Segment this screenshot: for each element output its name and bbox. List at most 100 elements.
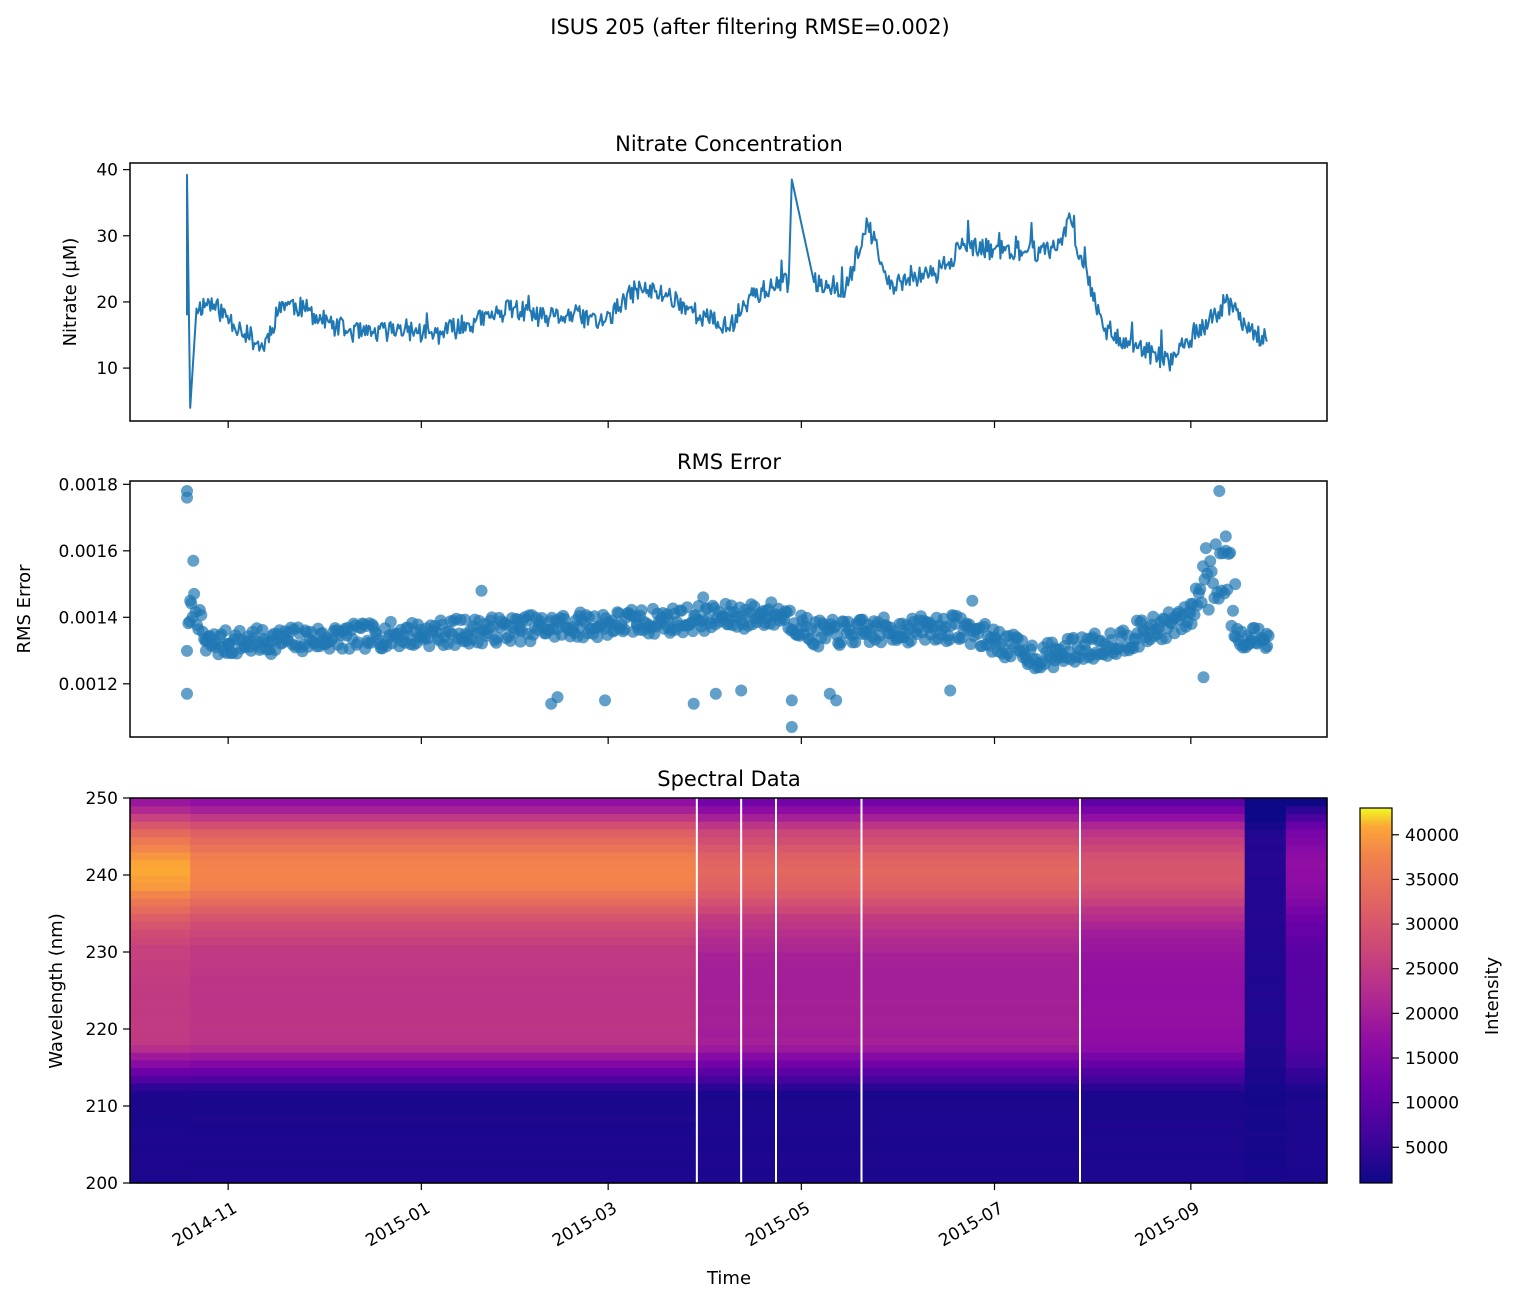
heatmap-cell xyxy=(190,1144,698,1153)
rms-point xyxy=(1261,640,1274,653)
heatmap-cell xyxy=(190,805,698,814)
rms-panel: RMS Error 0.0012 0.0014 0.0016 0.0018 RMS E… xyxy=(14,450,1328,744)
rms-point xyxy=(551,691,564,704)
heatmap-cell xyxy=(1080,890,1246,899)
heatmap-cell xyxy=(1244,1052,1287,1061)
rms-point xyxy=(944,684,957,697)
heatmap-cell xyxy=(696,1098,1081,1107)
heatmap-cell xyxy=(130,913,191,922)
rms-point xyxy=(662,621,675,634)
heatmap-cell xyxy=(1285,1067,1328,1076)
heatmap-cell xyxy=(190,875,698,884)
heatmap-cell xyxy=(1285,875,1328,884)
rms-point xyxy=(922,621,934,634)
heatmap-cell xyxy=(1285,1052,1328,1061)
rms-point xyxy=(1213,485,1226,497)
heatmap-cell xyxy=(696,1090,1081,1099)
nitrate-y-tick-label: 20 xyxy=(96,293,118,313)
heatmap-cell xyxy=(130,898,191,907)
spectral-x-tick-label: 2015-05 xyxy=(742,1198,814,1251)
heatmap-cell xyxy=(1244,813,1287,822)
heatmap-cell xyxy=(1244,1113,1287,1122)
heatmap-cell xyxy=(696,936,1081,945)
rms-point xyxy=(1004,650,1017,663)
heatmap-cell xyxy=(130,1152,191,1161)
heatmap-cell xyxy=(1080,1021,1246,1030)
heatmap-cell xyxy=(696,1136,1081,1146)
heatmap-cell xyxy=(1080,875,1246,884)
heatmap-cell xyxy=(1244,1106,1287,1115)
heatmap-cell xyxy=(1285,1136,1328,1146)
heatmap-cell xyxy=(1285,813,1328,822)
heatmap-cell xyxy=(696,882,1081,891)
heatmap-cell xyxy=(130,944,191,953)
heatmap-cell xyxy=(190,944,698,953)
heatmap-cell xyxy=(1080,1129,1246,1138)
heatmap-cell xyxy=(190,1098,698,1107)
heatmap-cell xyxy=(1244,1175,1287,1184)
heatmap-cell xyxy=(130,821,191,830)
heatmap-cell xyxy=(190,1121,698,1130)
heatmap-cell xyxy=(1285,798,1328,807)
colorbar-label: Intensity xyxy=(1482,956,1503,1035)
heatmap-cell xyxy=(696,1029,1081,1038)
heatmap-cell xyxy=(130,1167,191,1176)
heatmap-cell xyxy=(696,975,1081,984)
rms-y-tick-label: 0.0014 xyxy=(59,608,118,628)
heatmap-cell xyxy=(130,828,191,838)
nitrate-frame xyxy=(129,162,1328,422)
heatmap-cell xyxy=(1080,1121,1246,1130)
heatmap-cell xyxy=(1285,913,1328,922)
heatmap-cell xyxy=(696,1067,1081,1076)
heatmap-cell xyxy=(130,813,191,822)
heatmap-cell xyxy=(130,1121,191,1130)
rms-point xyxy=(573,621,586,634)
nitrate-panel: Nitrate Concentration 10 20 30 40 Nitrate (… xyxy=(60,132,1328,428)
heatmap-cell xyxy=(190,1059,698,1069)
spectral-x-tick-label: 2015-07 xyxy=(935,1198,1007,1251)
rms-point xyxy=(187,554,200,567)
heatmap-cell xyxy=(190,928,698,938)
heatmap-cell xyxy=(1244,975,1287,984)
rms-point xyxy=(458,613,471,626)
rms-point xyxy=(1229,578,1242,591)
rms-point xyxy=(459,627,472,640)
heatmap-cell xyxy=(190,1129,698,1138)
heatmap-cell xyxy=(130,836,191,845)
heatmap-cell xyxy=(190,967,698,976)
heatmap-cell xyxy=(696,898,1081,907)
spectral-ylabel: Wavelength (nm) xyxy=(46,913,67,1069)
spectral-xlabel: Time xyxy=(706,1268,751,1289)
rms-marks xyxy=(181,485,1275,733)
heatmap-cell xyxy=(696,805,1081,814)
spectral-x-tick-label: 2015-09 xyxy=(1132,1198,1204,1251)
heatmap-cell xyxy=(696,1059,1081,1069)
heatmap-cell xyxy=(1285,1075,1328,1084)
heatmap-cell xyxy=(1244,836,1287,845)
spectral-x-tick-label: 2015-01 xyxy=(362,1198,434,1251)
heatmap-cell xyxy=(696,890,1081,899)
heatmap-cell xyxy=(1285,898,1328,907)
rms-point xyxy=(979,618,991,630)
heatmap-cell xyxy=(696,1152,1081,1161)
heatmap-cell xyxy=(1285,1129,1328,1138)
heatmap-cell xyxy=(1080,952,1246,961)
heatmap-cell xyxy=(1080,998,1246,1007)
heatmap-cell xyxy=(1080,1052,1246,1061)
heatmap-cell xyxy=(1244,844,1287,853)
heatmap-cell xyxy=(130,1044,191,1053)
heatmap-cell xyxy=(1244,1021,1287,1030)
heatmap-cell xyxy=(1244,928,1287,938)
heatmap-cell xyxy=(190,959,698,968)
spectral-y-tick-label: 240 xyxy=(86,866,118,886)
heatmap-cell xyxy=(1244,1167,1287,1176)
heatmap-cell xyxy=(1285,821,1328,830)
heatmap-cell xyxy=(130,882,191,891)
rms-point xyxy=(855,627,868,640)
heatmap-cell xyxy=(1285,1029,1328,1038)
heatmap-cell xyxy=(1244,1059,1287,1069)
spectral-y-tick-label: 200 xyxy=(86,1174,118,1194)
rms-y-ticks: 0.0012 0.0014 0.0016 0.0018 xyxy=(59,475,130,695)
heatmap-cell xyxy=(1080,913,1246,922)
heatmap-cell xyxy=(696,998,1081,1007)
